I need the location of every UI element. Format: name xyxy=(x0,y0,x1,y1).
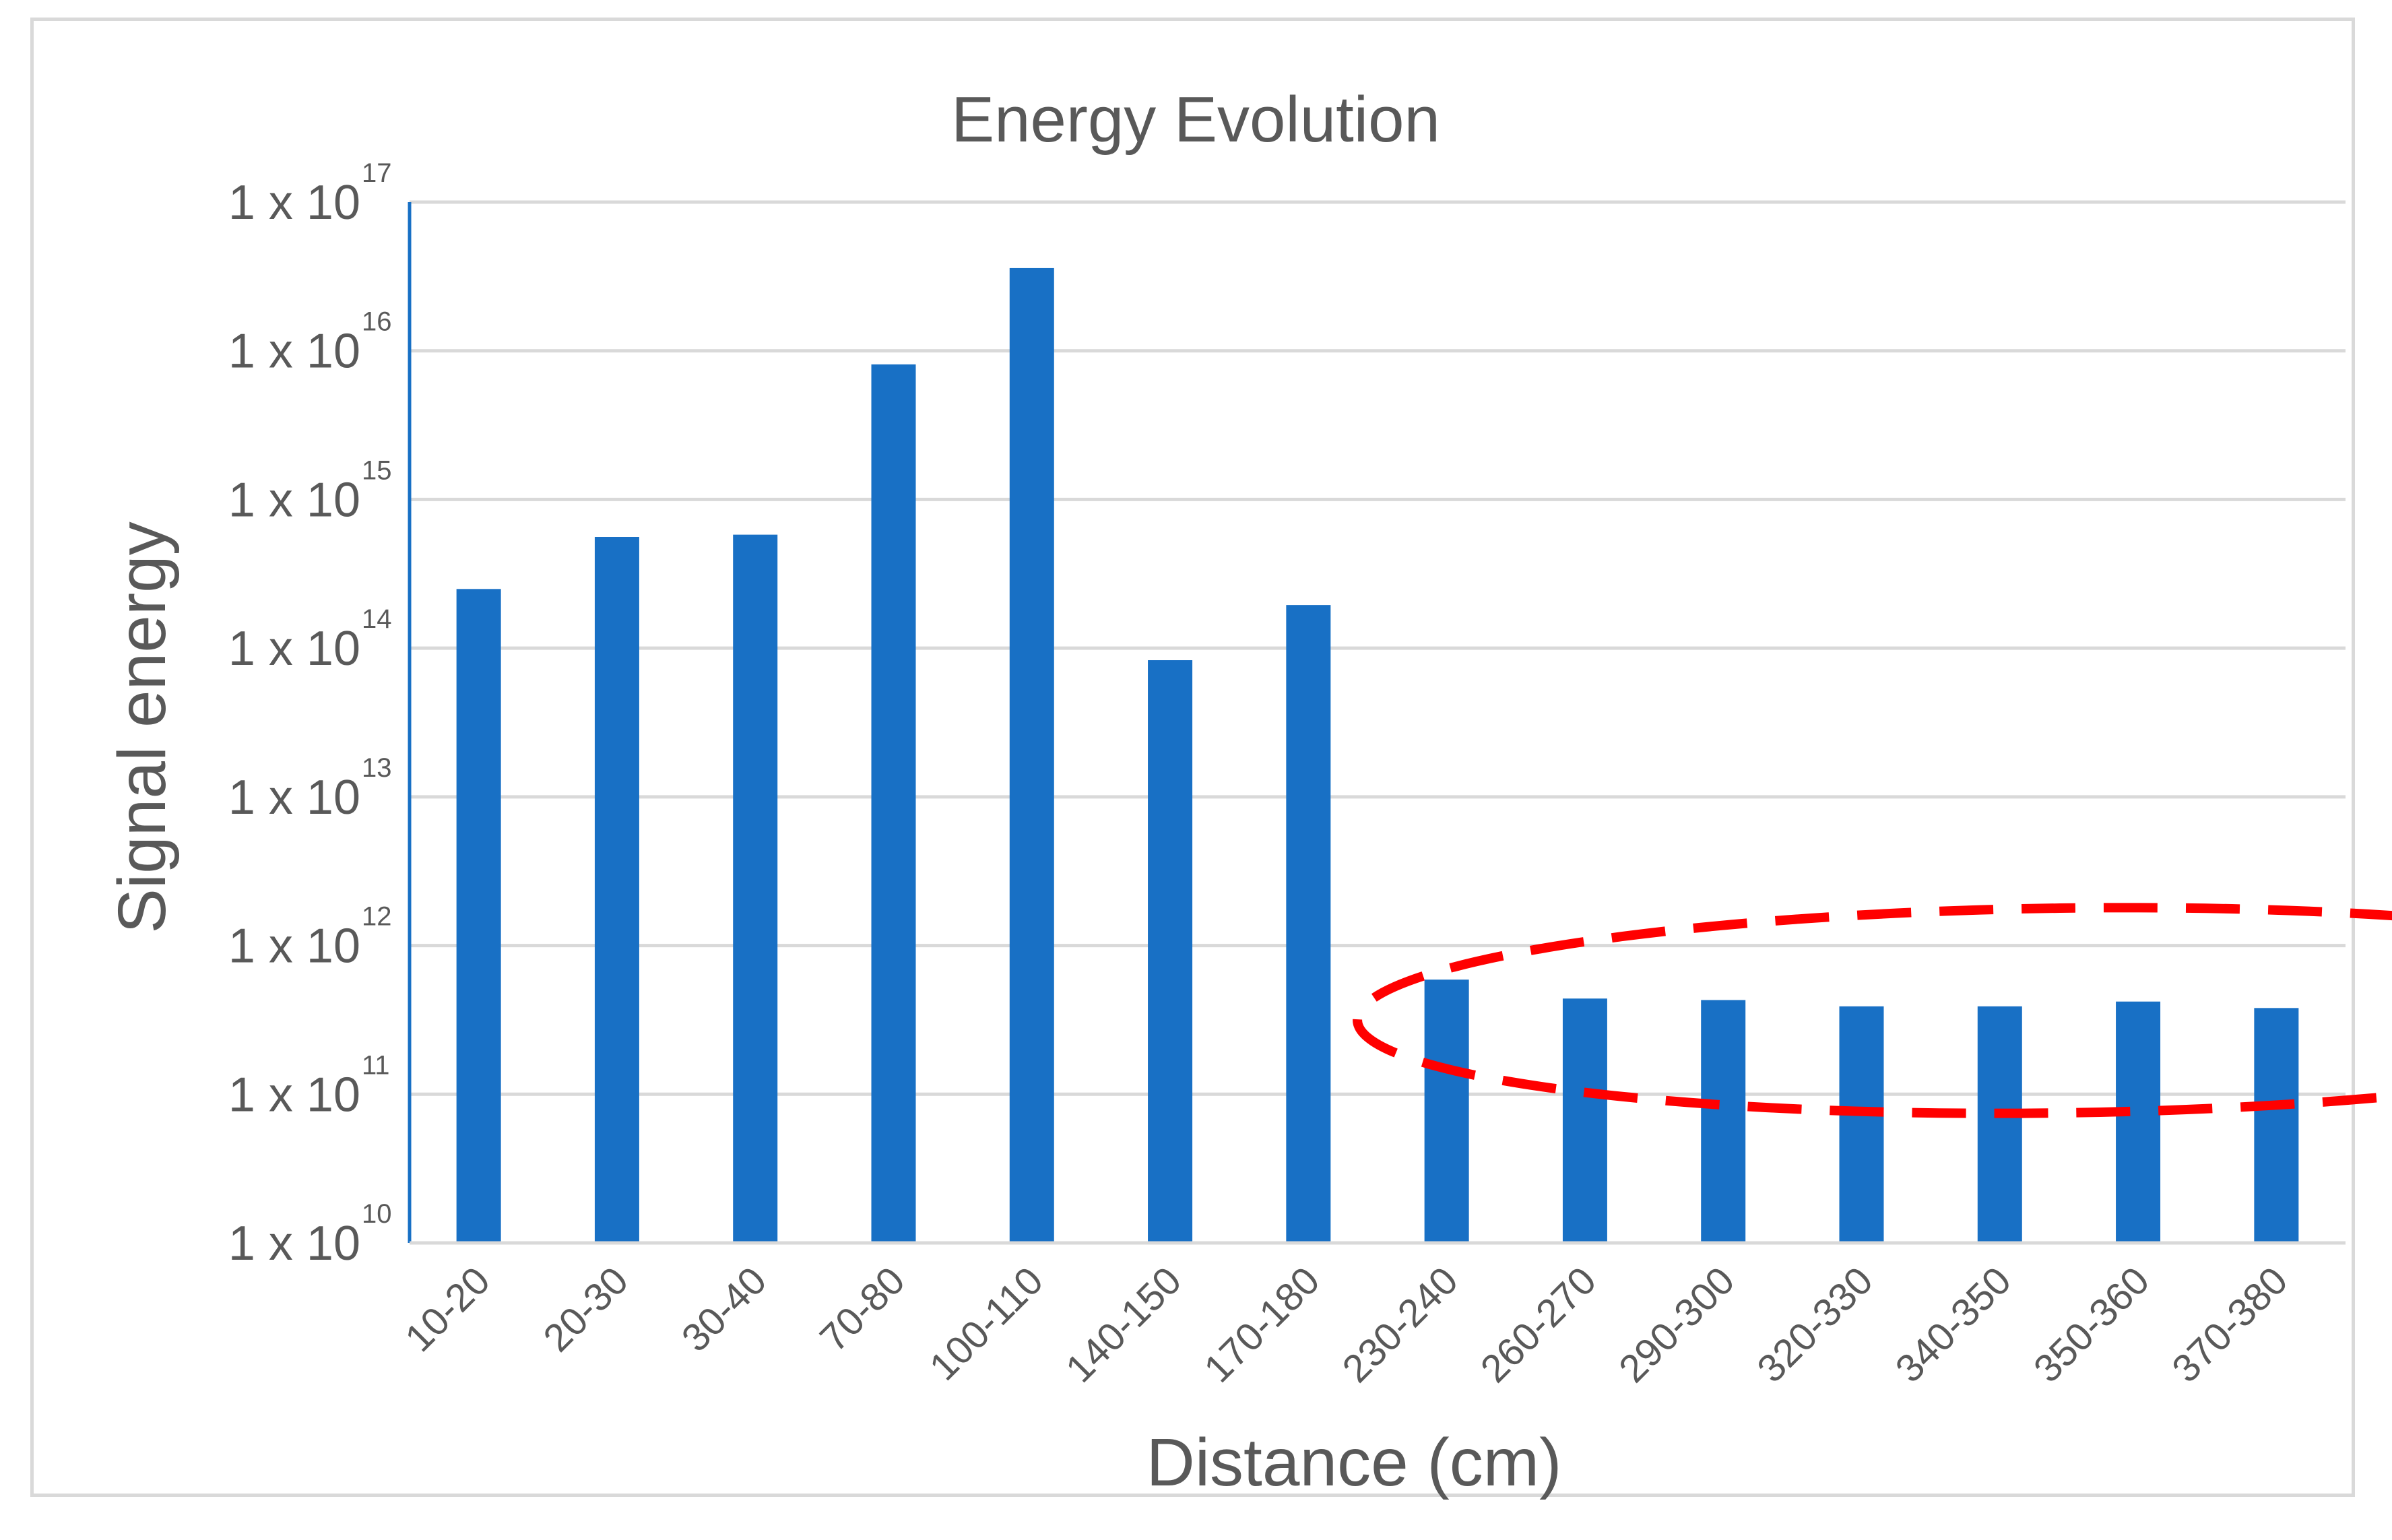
y-tick-exponent: 16 xyxy=(362,307,392,337)
y-tick-exponent: 10 xyxy=(362,1199,392,1229)
bar xyxy=(594,537,639,1243)
y-tick-label: 1 x 10 xyxy=(228,473,360,527)
bar xyxy=(1009,267,1054,1243)
y-tick-exponent: 13 xyxy=(362,753,392,783)
y-tick-exponent: 11 xyxy=(362,1050,390,1080)
x-tick-label: 30-40 xyxy=(674,1258,775,1360)
bar xyxy=(1977,1006,2022,1243)
y-tick-label: 1 x 10 xyxy=(228,1217,360,1271)
gridlines xyxy=(410,200,2346,1245)
x-tick-label: 260-270 xyxy=(1473,1258,1605,1390)
y-tick-label: 1 x 10 xyxy=(228,622,360,676)
x-axis-label: Distance (cm) xyxy=(1146,1425,1562,1500)
x-tick-labels: 10-20 20-30 30-40 70-80 100-110 140-150 170-18… xyxy=(397,1258,2296,1390)
x-tick-label: 70-80 xyxy=(812,1258,913,1360)
x-tick-label: 170-180 xyxy=(1196,1258,1328,1390)
axes xyxy=(408,202,2346,1245)
y-tick-label: 1 x 10 xyxy=(228,325,360,379)
bar xyxy=(1148,660,1193,1243)
y-tick-exponent: 15 xyxy=(362,455,392,485)
x-tick-label: 320-330 xyxy=(1749,1258,1881,1390)
bar xyxy=(1701,1000,1746,1243)
y-tick-label: 1 x 10 xyxy=(228,771,360,825)
bar xyxy=(1286,605,1331,1243)
bar xyxy=(1562,998,1607,1243)
x-tick-label: 10-20 xyxy=(397,1258,498,1360)
x-tick-label: 370-380 xyxy=(2164,1258,2296,1390)
y-tick-label: 1 x 10 xyxy=(228,176,360,230)
x-tick-label: 230-240 xyxy=(1334,1258,1466,1390)
bar xyxy=(1424,980,1469,1243)
chart-frame xyxy=(30,18,2355,1497)
bar xyxy=(456,589,501,1243)
y-tick-label: 1 x 10 xyxy=(228,1068,360,1122)
y-tick-exponent: 12 xyxy=(362,902,392,932)
bar xyxy=(2254,1008,2299,1243)
y-tick-label: 1 x 10 xyxy=(228,920,360,973)
highlight-ellipse xyxy=(1353,903,2392,1118)
bars xyxy=(456,267,2299,1244)
chart-title: Energy Evolution xyxy=(951,84,1440,156)
bar xyxy=(871,364,916,1243)
x-tick-label: 20-30 xyxy=(535,1258,637,1360)
y-tick-exponent: 17 xyxy=(362,158,392,188)
x-tick-label: 100-110 xyxy=(922,1258,1052,1388)
y-tick-exponent: 14 xyxy=(362,604,392,634)
x-tick-label: 350-360 xyxy=(2026,1258,2158,1390)
bar xyxy=(1839,1006,1884,1243)
y-axis-label: Signal energy xyxy=(104,521,180,934)
x-tick-label: 140-150 xyxy=(1058,1258,1190,1390)
x-tick-label: 290-300 xyxy=(1611,1258,1743,1390)
x-tick-label: 340-350 xyxy=(1887,1258,2019,1390)
bar xyxy=(733,534,778,1244)
bar xyxy=(2116,1001,2161,1243)
